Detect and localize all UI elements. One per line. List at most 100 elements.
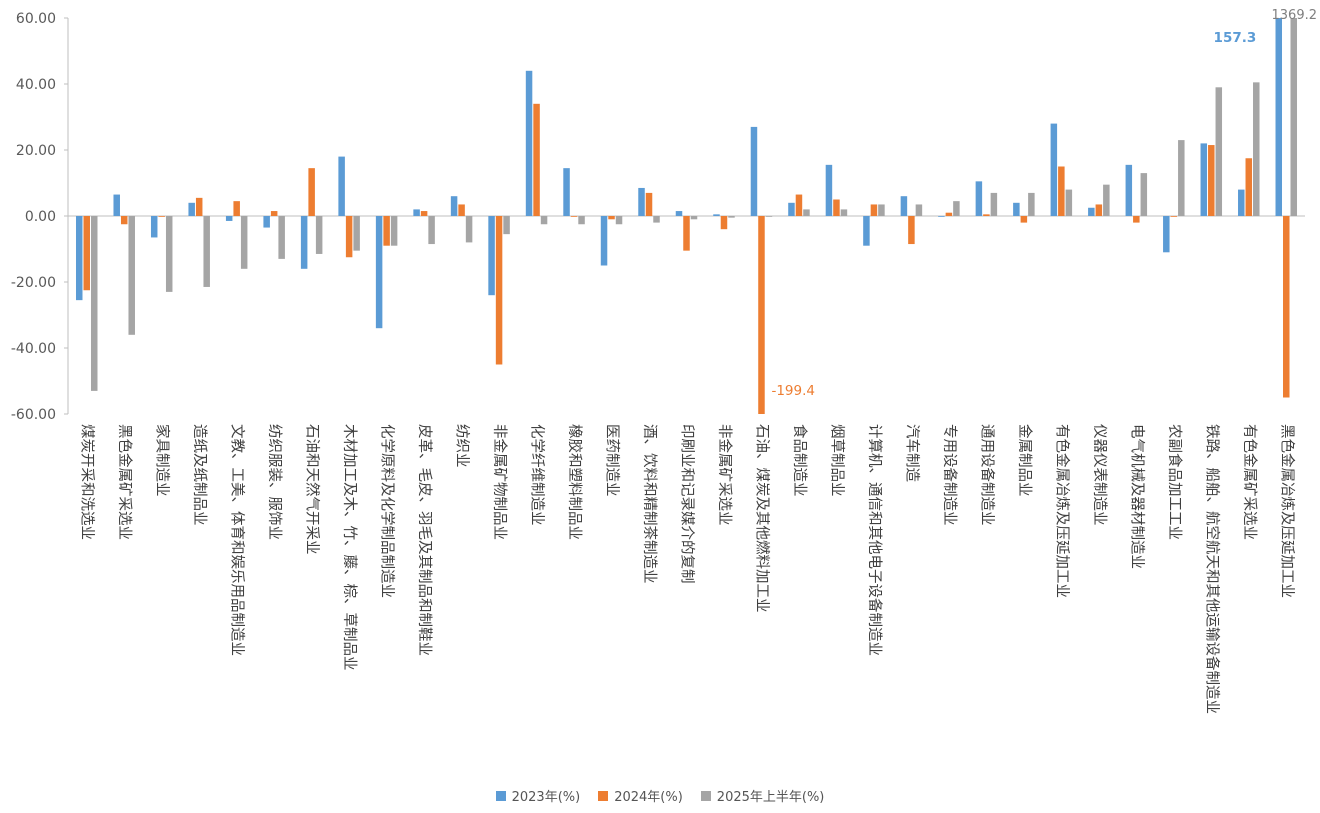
x-axis-labels: 煤炭开采和洗选业 黑色金属矿采选业 家具制造业 造纸及纸制品业 文教、工美、体育和娱乐用… bbox=[79, 424, 1296, 714]
bar-series-0-cat-17 bbox=[713, 214, 720, 216]
bar-series-1-cat-0 bbox=[83, 216, 90, 291]
bar-series-0-cat-4 bbox=[225, 216, 233, 221]
bar-series-0-cat-26 bbox=[1050, 123, 1058, 216]
x-tick-label: 纺织业 bbox=[454, 424, 471, 468]
legend-item-2024[interactable]: 2024年(%) bbox=[598, 786, 683, 805]
bar-series-1-cat-13 bbox=[570, 216, 578, 217]
x-tick-label: 农副食品加工工业 bbox=[1166, 424, 1183, 540]
x-tick-label: 皮革、毛皮、羽毛及其制品和制鞋业 bbox=[416, 424, 433, 656]
x-tick-label: 仪器仪表制造业 bbox=[1091, 424, 1108, 526]
bar-series-1-cat-15 bbox=[645, 192, 653, 216]
annotations: 157.3 1369.2 -199.4 bbox=[771, 8, 1317, 399]
x-tick-label: 金属制品业 bbox=[1016, 424, 1033, 497]
bar-series-1-cat-12 bbox=[533, 103, 540, 216]
bar-series-2-cat-8 bbox=[390, 216, 398, 246]
bar-series-2-cat-1 bbox=[128, 216, 135, 335]
x-tick-label: 铁路、船舶、航空航天和其他运输设备制造业 bbox=[1203, 424, 1220, 714]
bar-series-1-cat-4 bbox=[233, 201, 240, 216]
bar-series-1-cat-8 bbox=[383, 216, 390, 246]
y-tick-label: 0.00 bbox=[25, 209, 56, 225]
bar-series-1-cat-6 bbox=[308, 168, 315, 216]
annotation-orange: -199.4 bbox=[771, 383, 815, 399]
bar-series-1-cat-1 bbox=[120, 216, 128, 225]
bar-series-1-cat-3 bbox=[195, 197, 203, 216]
bar-series-2-cat-10 bbox=[465, 216, 473, 243]
legend-item-2023[interactable]: 2023年(%) bbox=[495, 786, 581, 805]
bar-series-2-cat-25 bbox=[1028, 192, 1035, 216]
legend-item-2025h1[interactable]: 2025年上半年(%) bbox=[700, 786, 825, 805]
bar-series-1-cat-23 bbox=[945, 212, 953, 216]
bar-series-2-cat-21 bbox=[878, 204, 885, 216]
bar-series-1-cat-19 bbox=[795, 194, 803, 216]
bar-series-1-cat-22 bbox=[908, 216, 915, 245]
bar-series-2-cat-24 bbox=[990, 192, 998, 216]
bar-series-2-cat-23 bbox=[953, 201, 960, 216]
bar-series-0-cat-22 bbox=[900, 196, 908, 216]
bar-series-0-cat-27 bbox=[1088, 207, 1095, 216]
x-tick-label: 食品制造业 bbox=[791, 424, 808, 497]
bar-series-2-cat-12 bbox=[540, 216, 548, 225]
bar-series-1-cat-2 bbox=[158, 216, 165, 217]
y-tick-label: 40.00 bbox=[16, 77, 56, 93]
bar-series-0-cat-3 bbox=[188, 202, 195, 216]
legend-label-2023: 2023年(%) bbox=[511, 790, 581, 805]
bar-series-0-cat-23 bbox=[938, 216, 945, 217]
bar-series-0-cat-6 bbox=[300, 216, 308, 269]
bar-series-0-cat-14 bbox=[600, 216, 608, 266]
bar-series-1-cat-32 bbox=[1283, 216, 1290, 398]
bar-series-2-cat-7 bbox=[353, 216, 360, 251]
x-tick-label: 石油和天然气开采业 bbox=[304, 424, 321, 555]
bar-series-2-cat-22 bbox=[915, 204, 923, 216]
legend-swatch-2023 bbox=[495, 790, 506, 801]
bar-series-1-cat-29 bbox=[1170, 216, 1178, 217]
x-tick-label: 橡胶和塑料制品业 bbox=[566, 424, 583, 540]
bar-series-0-cat-21 bbox=[863, 216, 870, 246]
x-tick-label: 医药制造业 bbox=[604, 424, 621, 497]
bar-series-2-cat-0 bbox=[90, 216, 98, 391]
x-tick-label: 化学纤维制造业 bbox=[529, 424, 546, 526]
bar-series-0-cat-7 bbox=[338, 156, 345, 216]
bar-series-0-cat-10 bbox=[450, 196, 458, 216]
legend: 2023年(%) 2024年(%) 2025年上半年(%) bbox=[0, 786, 1320, 805]
y-tick-label: -60.00 bbox=[11, 407, 56, 423]
bar-series-0-cat-11 bbox=[488, 216, 495, 296]
bar-series-2-cat-13 bbox=[578, 216, 585, 225]
bar-series-2-cat-14 bbox=[615, 216, 623, 225]
bar-series-2-cat-5 bbox=[278, 216, 285, 259]
bar-series-1-cat-18 bbox=[758, 216, 765, 414]
y-tick-label: 60.00 bbox=[16, 11, 56, 27]
bar-series-0-cat-30 bbox=[1200, 143, 1208, 216]
x-tick-label: 家具制造业 bbox=[154, 424, 171, 497]
bar-series-2-cat-4 bbox=[240, 216, 248, 269]
annotation-blue: 157.3 bbox=[1214, 30, 1257, 46]
y-tick-label: -40.00 bbox=[11, 341, 56, 357]
y-tick-label: -20.00 bbox=[11, 275, 56, 291]
x-tick-label: 有色金属矿采选业 bbox=[1241, 424, 1258, 540]
x-tick-label: 非金属矿物制品业 bbox=[491, 424, 508, 540]
bar-series-2-cat-18 bbox=[765, 216, 773, 217]
bar-series-1-cat-25 bbox=[1020, 216, 1028, 223]
bar-series-0-cat-19 bbox=[788, 202, 795, 216]
x-tick-label: 酒、饮料和精制茶制造业 bbox=[641, 424, 658, 584]
x-tick-label: 纺织服装、服饰业 bbox=[266, 424, 283, 540]
legend-label-2024: 2024年(%) bbox=[614, 790, 683, 805]
bar-series-2-cat-30 bbox=[1215, 87, 1223, 216]
bar-series-1-cat-31 bbox=[1245, 158, 1253, 216]
bar-series-1-cat-30 bbox=[1208, 145, 1215, 216]
bar-series-2-cat-17 bbox=[728, 216, 735, 218]
x-tick-label: 黑色金属冶炼及压延加工业 bbox=[1278, 424, 1295, 598]
x-tick-label: 有色金属冶炼及压延加工业 bbox=[1053, 424, 1070, 598]
x-tick-label: 化学原料及化学制品制造业 bbox=[379, 424, 396, 598]
bar-series-2-cat-31 bbox=[1253, 82, 1260, 216]
x-tick-label: 汽车制造 bbox=[903, 424, 920, 482]
x-tick-label: 专用设备制造业 bbox=[941, 424, 958, 526]
bar-series-1-cat-5 bbox=[270, 211, 278, 216]
bar-series-2-cat-19 bbox=[803, 209, 810, 216]
bar-series-0-cat-29 bbox=[1163, 216, 1170, 253]
x-tick-label: 木材加工及木、竹、藤、棕、草制品业 bbox=[341, 424, 358, 671]
legend-label-2025h1: 2025年上半年(%) bbox=[716, 790, 825, 805]
bar-series-0-cat-28 bbox=[1125, 164, 1133, 216]
bar-series-0-cat-8 bbox=[375, 216, 383, 329]
bar-series-1-cat-16 bbox=[683, 216, 690, 251]
